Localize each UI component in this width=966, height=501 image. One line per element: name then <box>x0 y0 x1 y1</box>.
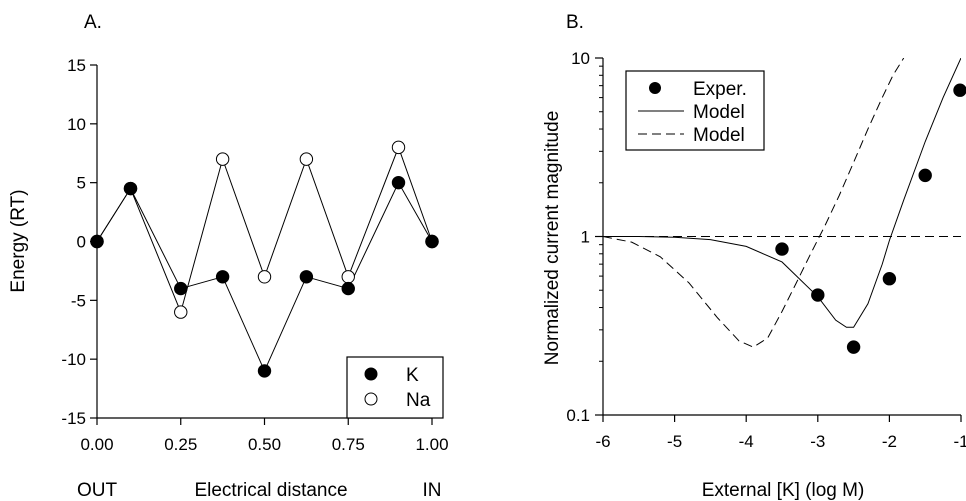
panel-a-ylabel: Energy (RT) <box>8 189 29 292</box>
x-tick-label: -3 <box>810 432 825 451</box>
data-point-k <box>257 364 272 378</box>
x-endpoint-in: IN <box>423 480 442 501</box>
legend-label: Exper. <box>693 79 747 100</box>
x-tick-label: -5 <box>667 432 682 451</box>
data-point-k <box>299 270 314 284</box>
legend-label: Model <box>693 102 745 123</box>
panel-a-label: A. <box>84 12 102 33</box>
data-point-k <box>90 234 104 249</box>
data-point-na <box>174 305 188 319</box>
data-point-k <box>123 181 138 196</box>
x-tick-label: -6 <box>595 432 610 451</box>
data-point-na <box>341 270 355 284</box>
legend-marker-exper <box>649 82 661 94</box>
x-tick-label: -4 <box>739 432 754 451</box>
series-model-solid-line <box>603 58 961 328</box>
x-tick-label: 0.75 <box>332 435 365 454</box>
series-model-dashed-line <box>603 58 905 348</box>
y-tick-label: 10 <box>571 49 590 68</box>
panel-a-xlabel: Electrical distance <box>194 480 347 501</box>
panel-a: A. Energy (RT) Electrical distance OUT I… <box>8 12 449 501</box>
legend-marker-k <box>364 367 378 381</box>
x-tick-label: 0.00 <box>80 435 113 454</box>
data-point-exper <box>775 242 789 256</box>
x-tick-label: 0.25 <box>164 435 197 454</box>
y-tick-label: 15 <box>67 56 86 75</box>
y-tick-label: -5 <box>71 291 86 310</box>
y-tick-label: 1 <box>581 228 590 247</box>
data-point-k <box>391 175 406 190</box>
data-point-na <box>215 152 230 166</box>
panel-b: B. Normalized current magnitude External… <box>542 12 966 501</box>
data-point-k <box>174 281 188 296</box>
panel-b-xlabel: External [K] (log M) <box>702 480 865 501</box>
y-tick-label: -15 <box>61 409 86 428</box>
data-point-exper <box>918 168 932 183</box>
data-point-na <box>257 270 272 284</box>
x-endpoint-out: OUT <box>77 480 118 501</box>
legend-label-na: Na <box>406 390 431 411</box>
x-tick-label: 0.50 <box>248 435 281 454</box>
data-point-na <box>299 152 314 166</box>
panel-b-label: B. <box>566 12 584 33</box>
plot-area <box>603 58 961 348</box>
data-point-exper <box>846 340 861 354</box>
x-tick-label: 1.00 <box>415 435 448 454</box>
legend-label-k: K <box>406 365 419 386</box>
y-tick-label: 0 <box>77 233 86 252</box>
data-point-k <box>341 281 355 296</box>
y-tick-label: 0.1 <box>566 406 590 425</box>
series-line-na <box>96 145 433 314</box>
data-point-k <box>425 234 439 249</box>
y-tick-label: 5 <box>77 174 86 193</box>
data-point-na <box>391 140 406 155</box>
data-point-exper <box>953 83 966 97</box>
y-tick-label: -10 <box>61 350 86 369</box>
legend-marker-na <box>364 392 378 406</box>
data-point-exper <box>811 288 825 302</box>
x-tick-label: -2 <box>882 432 897 451</box>
legend-box <box>346 356 444 419</box>
legend-label: Model <box>693 125 745 146</box>
data-point-k <box>215 270 230 284</box>
data-point-exper <box>882 272 897 286</box>
y-tick-label: 10 <box>67 115 86 134</box>
x-tick-label: -1 <box>953 432 966 451</box>
panel-b-ylabel: Normalized current magnitude <box>542 111 563 366</box>
